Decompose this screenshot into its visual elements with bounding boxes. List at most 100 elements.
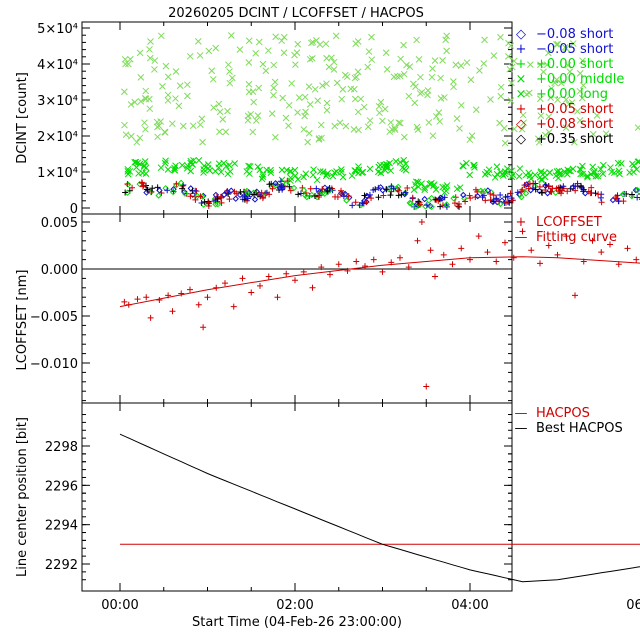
data-point — [561, 44, 569, 51]
data-point — [592, 172, 600, 180]
lcoffset-point — [633, 256, 640, 263]
data-point — [305, 83, 313, 90]
data-point — [187, 157, 195, 165]
data-point — [178, 161, 186, 169]
data-point — [516, 165, 524, 172]
lcoffset-point — [502, 239, 508, 246]
data-point — [142, 164, 150, 172]
data-point — [330, 66, 338, 73]
data-point — [146, 54, 154, 62]
data-point — [540, 68, 547, 76]
data-point — [280, 33, 288, 41]
data-point — [467, 76, 475, 84]
data-point — [187, 167, 195, 175]
data-point — [519, 111, 527, 119]
y-tick-label: 2296 — [45, 479, 78, 494]
lcoffset-point — [493, 258, 500, 265]
lcoffset-point — [165, 292, 172, 299]
data-point — [319, 168, 327, 176]
data-point — [127, 132, 135, 140]
lcoffset-point — [510, 254, 517, 261]
data-point — [409, 194, 416, 201]
data-point — [472, 194, 479, 201]
data-point — [580, 186, 587, 193]
data-point — [453, 115, 461, 122]
data-point — [329, 172, 337, 180]
data-point — [301, 93, 309, 101]
lcoffset-point — [239, 275, 246, 282]
data-point — [634, 194, 640, 201]
data-point — [388, 126, 396, 133]
data-point — [520, 119, 528, 127]
data-point — [309, 171, 317, 179]
data-point — [410, 80, 417, 88]
data-point — [395, 187, 402, 194]
lcoffset-point — [248, 289, 255, 296]
legend-label: LCOFFSET — [536, 215, 602, 230]
data-point — [539, 189, 546, 196]
legend-symbol: — — [515, 421, 528, 436]
figure-title: 20260205 DCINT / LCOFFSET / HACPOS — [168, 6, 424, 21]
data-point — [376, 109, 383, 117]
legend-label: Best HACPOS — [536, 421, 623, 436]
data-point — [387, 119, 395, 126]
data-point — [170, 186, 177, 193]
data-point — [493, 163, 501, 170]
data-point — [508, 173, 516, 181]
data-point — [480, 60, 488, 67]
data-point — [456, 125, 463, 132]
data-point — [124, 170, 132, 178]
data-point — [572, 187, 579, 194]
data-point — [562, 124, 570, 132]
data-point — [510, 57, 518, 65]
lcoffset-point — [156, 297, 163, 304]
data-point — [268, 180, 275, 187]
data-point — [396, 119, 404, 127]
data-point — [558, 187, 565, 194]
lcoffset-point — [467, 256, 473, 263]
data-point — [192, 187, 199, 194]
data-point — [215, 164, 223, 171]
data-point — [470, 161, 478, 169]
data-point — [569, 184, 576, 191]
data-point — [568, 99, 576, 106]
data-point — [257, 192, 264, 199]
data-point — [497, 83, 505, 91]
data-point — [430, 182, 437, 190]
data-point — [421, 184, 429, 191]
data-point — [173, 182, 180, 189]
data-point — [436, 118, 444, 125]
data-point — [323, 54, 330, 62]
data-point — [227, 187, 235, 194]
data-point — [121, 121, 128, 129]
data-point — [251, 196, 259, 203]
data-point — [255, 38, 263, 46]
data-point — [351, 95, 359, 103]
data-point — [597, 165, 605, 173]
data-point — [325, 63, 333, 71]
data-point — [194, 192, 201, 200]
data-point — [225, 61, 232, 69]
data-point — [368, 56, 376, 64]
data-point — [366, 117, 374, 124]
x-tick-label: 06:00 — [626, 598, 640, 613]
y-axis-label: LCOFFSET [nm] — [15, 270, 30, 371]
data-point — [443, 47, 450, 55]
lcoffset-point — [528, 247, 535, 254]
data-point — [608, 168, 615, 176]
lcoffset-point — [353, 258, 360, 265]
data-point — [184, 162, 191, 170]
data-point — [141, 119, 148, 127]
plot-frame — [81, 21, 513, 592]
data-point — [142, 125, 149, 133]
data-point — [272, 180, 279, 187]
data-point — [269, 185, 276, 192]
data-point — [184, 81, 191, 89]
data-point — [304, 138, 312, 146]
data-point — [324, 186, 332, 193]
data-point — [237, 189, 244, 196]
data-point — [212, 201, 219, 208]
data-point — [428, 194, 435, 202]
data-point — [417, 73, 424, 81]
data-point — [457, 101, 465, 109]
